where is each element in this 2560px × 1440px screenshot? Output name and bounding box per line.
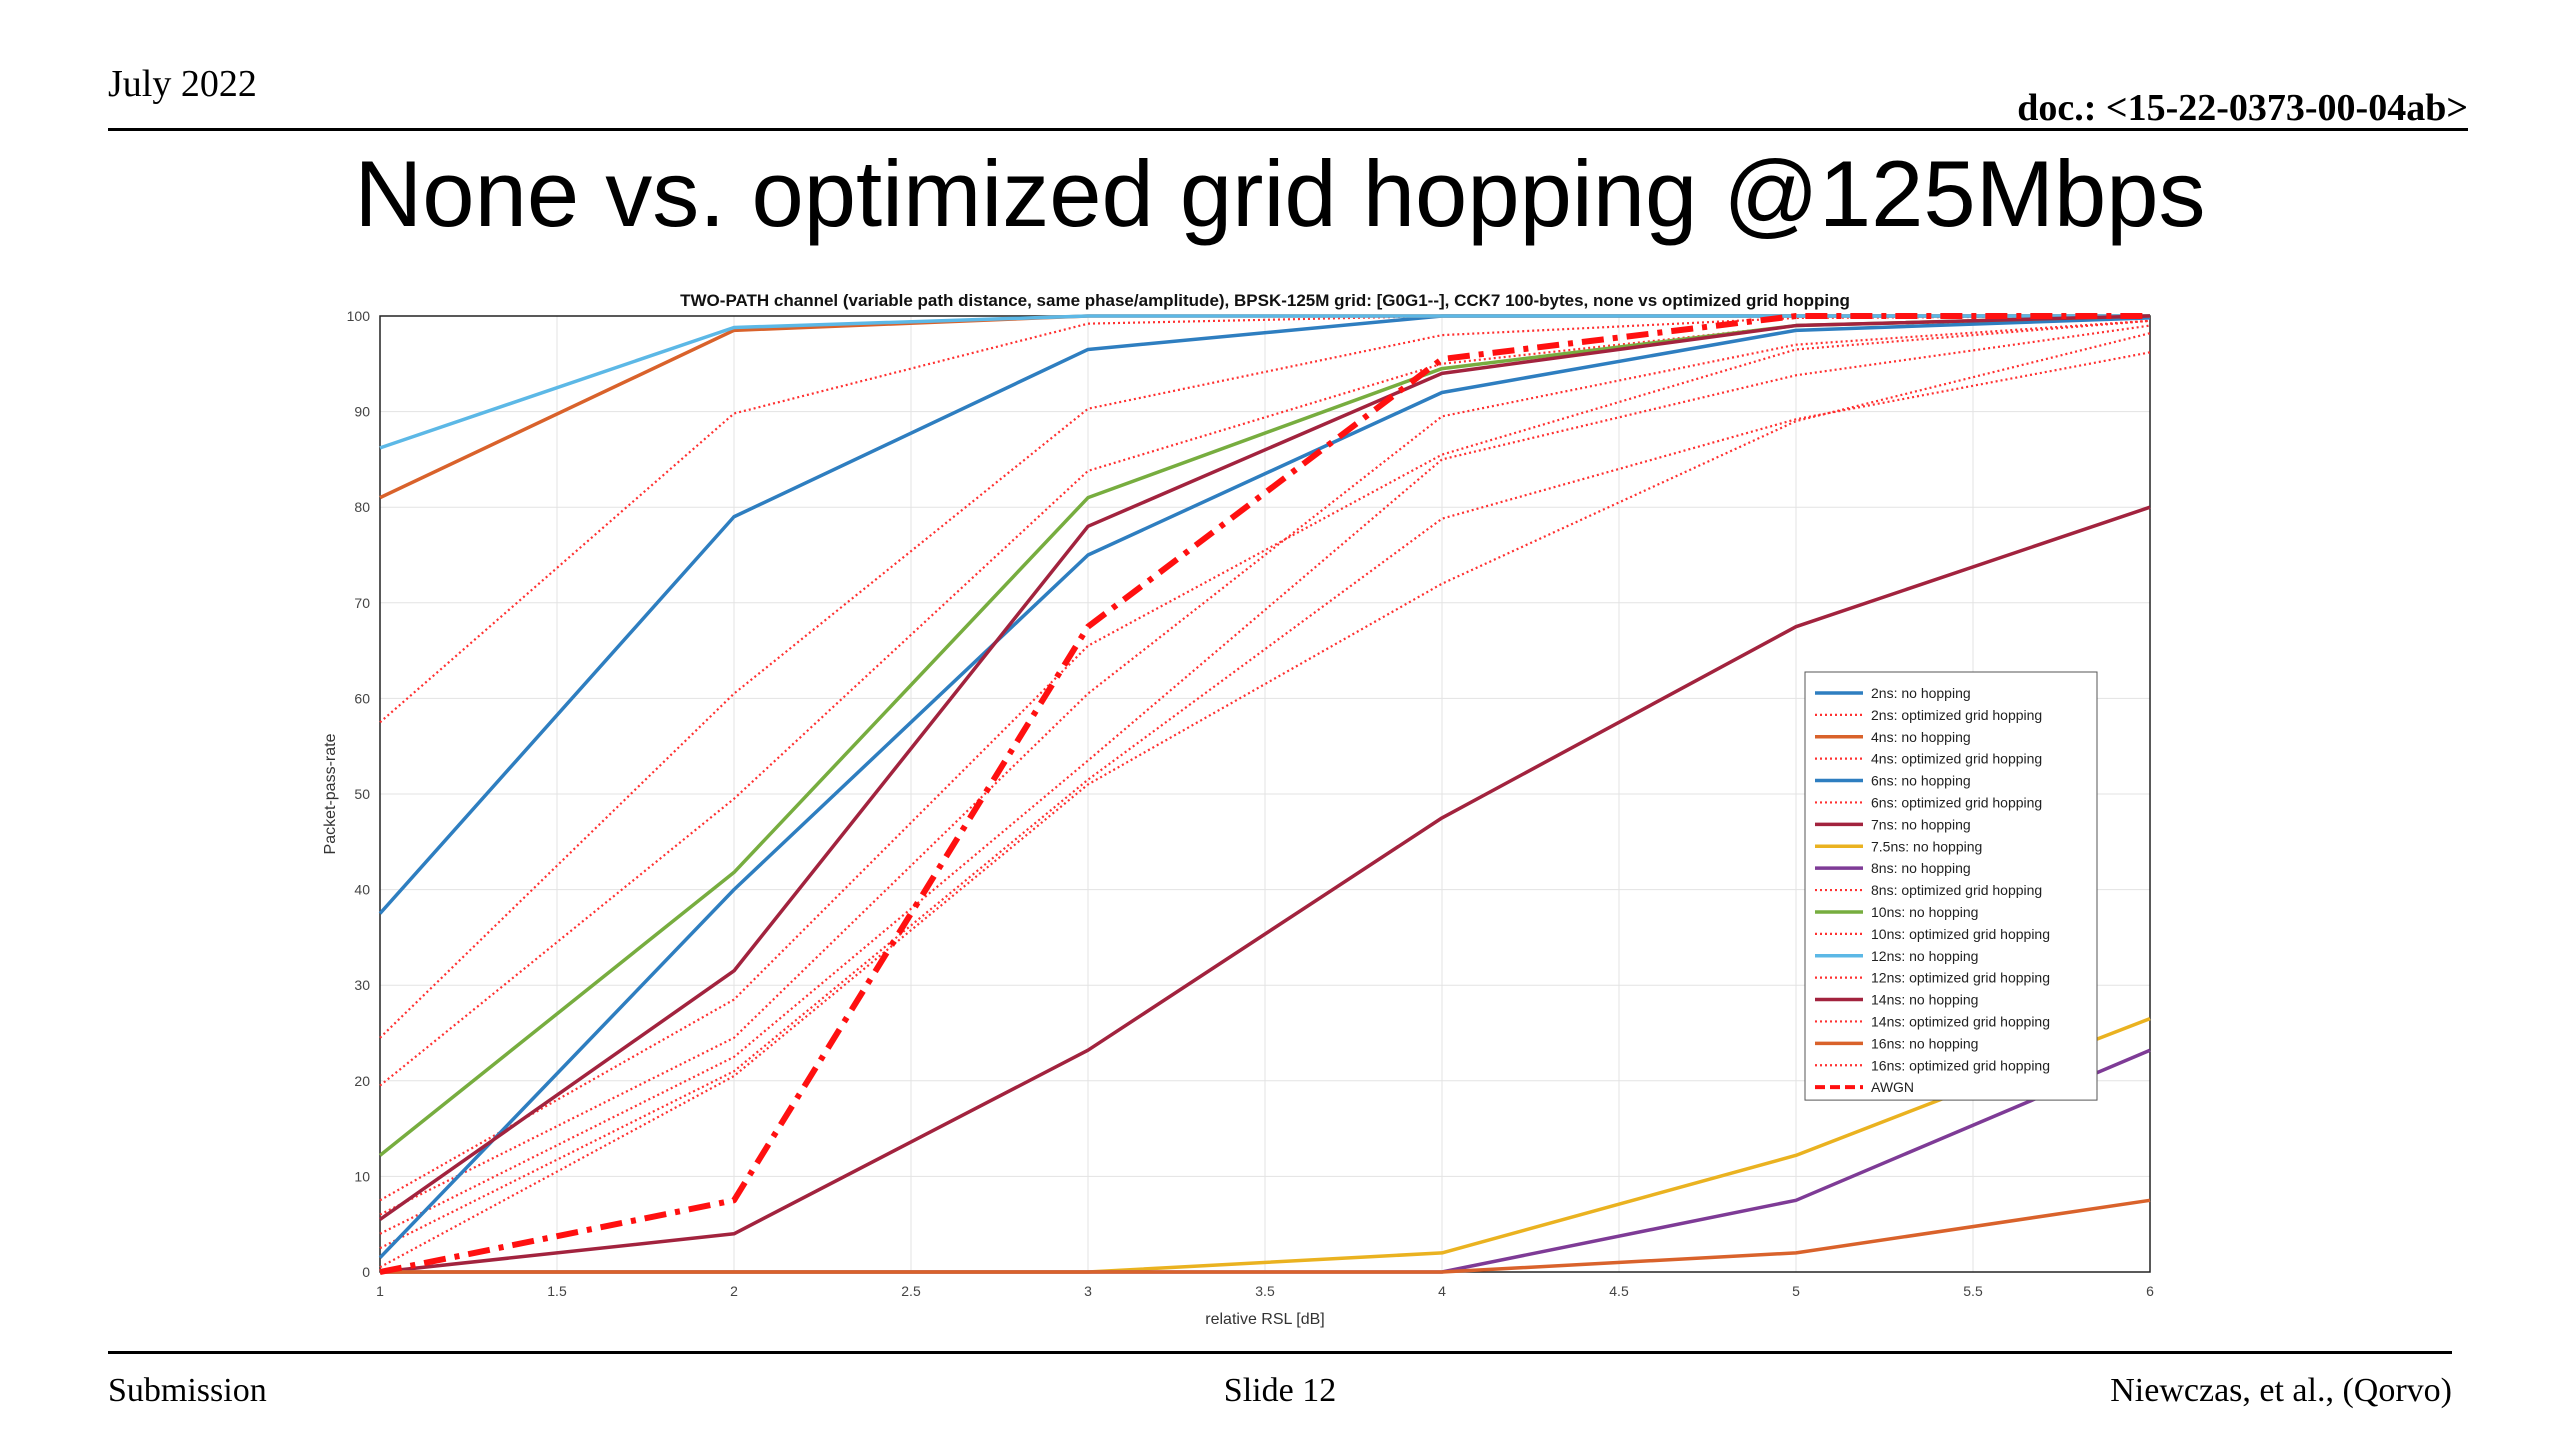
y-tick-label: 0 <box>362 1264 370 1280</box>
x-tick-label: 5.5 <box>1963 1283 1983 1299</box>
x-tick-label: 3 <box>1084 1283 1092 1299</box>
series-line-14ns-no-hopping <box>378 314 2151 1221</box>
x-tick-label: 5 <box>1792 1283 1800 1299</box>
footer-submission: Submission <box>108 1372 267 1409</box>
series-line-awgn <box>379 313 2150 1275</box>
footer-slide-number: Slide 12 <box>1223 1372 1337 1409</box>
legend-entry: 7ns: no hopping <box>1871 816 1971 832</box>
legend-entry: 10ns: optimized grid hopping <box>1871 926 2050 942</box>
slide-title: None vs. optimized grid hopping @125Mbps <box>354 141 2206 246</box>
x-tick-label: 3.5 <box>1255 1283 1275 1299</box>
legend-entry: 2ns: optimized grid hopping <box>1871 707 2042 723</box>
legend-entry: AWGN <box>1871 1079 1914 1095</box>
series-line-2ns-optimized-grid-hopping <box>379 314 2150 724</box>
legend-entry: 4ns: optimized grid hopping <box>1871 751 2042 767</box>
y-tick-label: 20 <box>354 1073 370 1089</box>
legend-entry: 4ns: no hopping <box>1871 729 1971 745</box>
legend-entry: 14ns: no hopping <box>1871 992 1978 1008</box>
y-tick-label: 50 <box>354 786 370 802</box>
series-line-16ns-no-hopping <box>380 1198 2151 1274</box>
legend-entry: 10ns: no hopping <box>1871 904 1978 920</box>
x-tick-label: 4 <box>1438 1283 1446 1299</box>
series-line-16ns-optimized-grid-hopping <box>379 332 2151 1269</box>
x-tick-label: 2 <box>730 1283 738 1299</box>
legend-entry: 12ns: no hopping <box>1871 948 1978 964</box>
legend-entry: 8ns: no hopping <box>1871 860 1971 876</box>
legend-entry: 8ns: optimized grid hopping <box>1871 882 2042 898</box>
x-axis-label: relative RSL [dB] <box>1205 1311 1324 1328</box>
y-tick-label: 30 <box>354 977 370 993</box>
legend-entry: 14ns: optimized grid hopping <box>1871 1013 2050 1029</box>
legend-entry: 6ns: optimized grid hopping <box>1871 794 2042 810</box>
series-line-12ns-optimized-grid-hopping <box>379 324 2151 1235</box>
legend-box <box>1804 671 2098 1101</box>
chart-series <box>378 313 2151 1275</box>
series-line-7ns-no-hopping <box>379 505 2151 1274</box>
legend-entry: 6ns: no hopping <box>1871 773 1971 789</box>
x-tick-label: 2.5 <box>901 1283 921 1299</box>
series-line-4ns-optimized-grid-hopping <box>379 314 2151 1039</box>
header-doc-id: doc.: <15-22-0373-00-04ab> <box>2017 87 2468 129</box>
legend-entry: 2ns: no hopping <box>1871 685 1971 701</box>
legend-entry: 16ns: optimized grid hopping <box>1871 1057 2050 1073</box>
legend-entry: 16ns: no hopping <box>1871 1035 1978 1051</box>
chart-ticks: 1 1.5 2 2.5 3 3.5 4 4.5 5 5.5 60102030405060708090… <box>347 308 2154 1299</box>
footer-authors: Niewczas, et al., (Qorvo) <box>2110 1372 2452 1409</box>
y-tick-label: 80 <box>354 499 370 515</box>
x-tick-label: 6 <box>2146 1283 2154 1299</box>
x-tick-label: 1 <box>376 1283 384 1299</box>
header-rule <box>108 128 2468 131</box>
y-tick-label: 90 <box>354 404 370 420</box>
x-tick-label: 1.5 <box>547 1283 567 1299</box>
legend-entry: 7.5ns: no hopping <box>1871 838 1982 854</box>
series-line-6ns-no-hopping <box>378 316 2151 1259</box>
y-tick-label: 10 <box>354 1168 370 1184</box>
series-line-14ns-optimized-grid-hopping <box>379 351 2151 1250</box>
y-tick-label: 100 <box>347 308 371 324</box>
legend-entry: 12ns: optimized grid hopping <box>1871 970 2050 986</box>
x-tick-label: 4.5 <box>1609 1283 1629 1299</box>
header-date: July 2022 <box>108 63 257 105</box>
y-tick-label: 40 <box>354 882 370 898</box>
chart: 1 1.5 2 2.5 3 3.5 4 4.5 5 5.5 60102030405060708090… <box>322 291 2154 1328</box>
chart-legend: 2ns: no hopping 2ns: optimized grid hoppi… <box>1804 671 2098 1101</box>
y-axis-label: Packet-pass-rate <box>322 733 339 854</box>
chart-title: TWO-PATH channel (variable path distance… <box>680 291 1850 310</box>
y-tick-label: 70 <box>354 595 370 611</box>
y-tick-label: 60 <box>354 690 370 706</box>
footer-rule <box>108 1351 2452 1354</box>
